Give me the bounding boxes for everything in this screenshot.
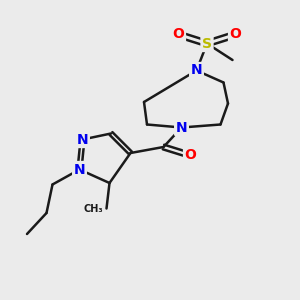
Text: S: S (202, 37, 212, 50)
Text: O: O (184, 148, 196, 162)
Text: O: O (172, 28, 184, 41)
Text: CH₃: CH₃ (84, 203, 104, 214)
Text: N: N (74, 163, 85, 176)
Text: N: N (77, 133, 88, 146)
Text: N: N (176, 121, 187, 134)
Text: N: N (191, 64, 202, 77)
Text: O: O (230, 28, 242, 41)
